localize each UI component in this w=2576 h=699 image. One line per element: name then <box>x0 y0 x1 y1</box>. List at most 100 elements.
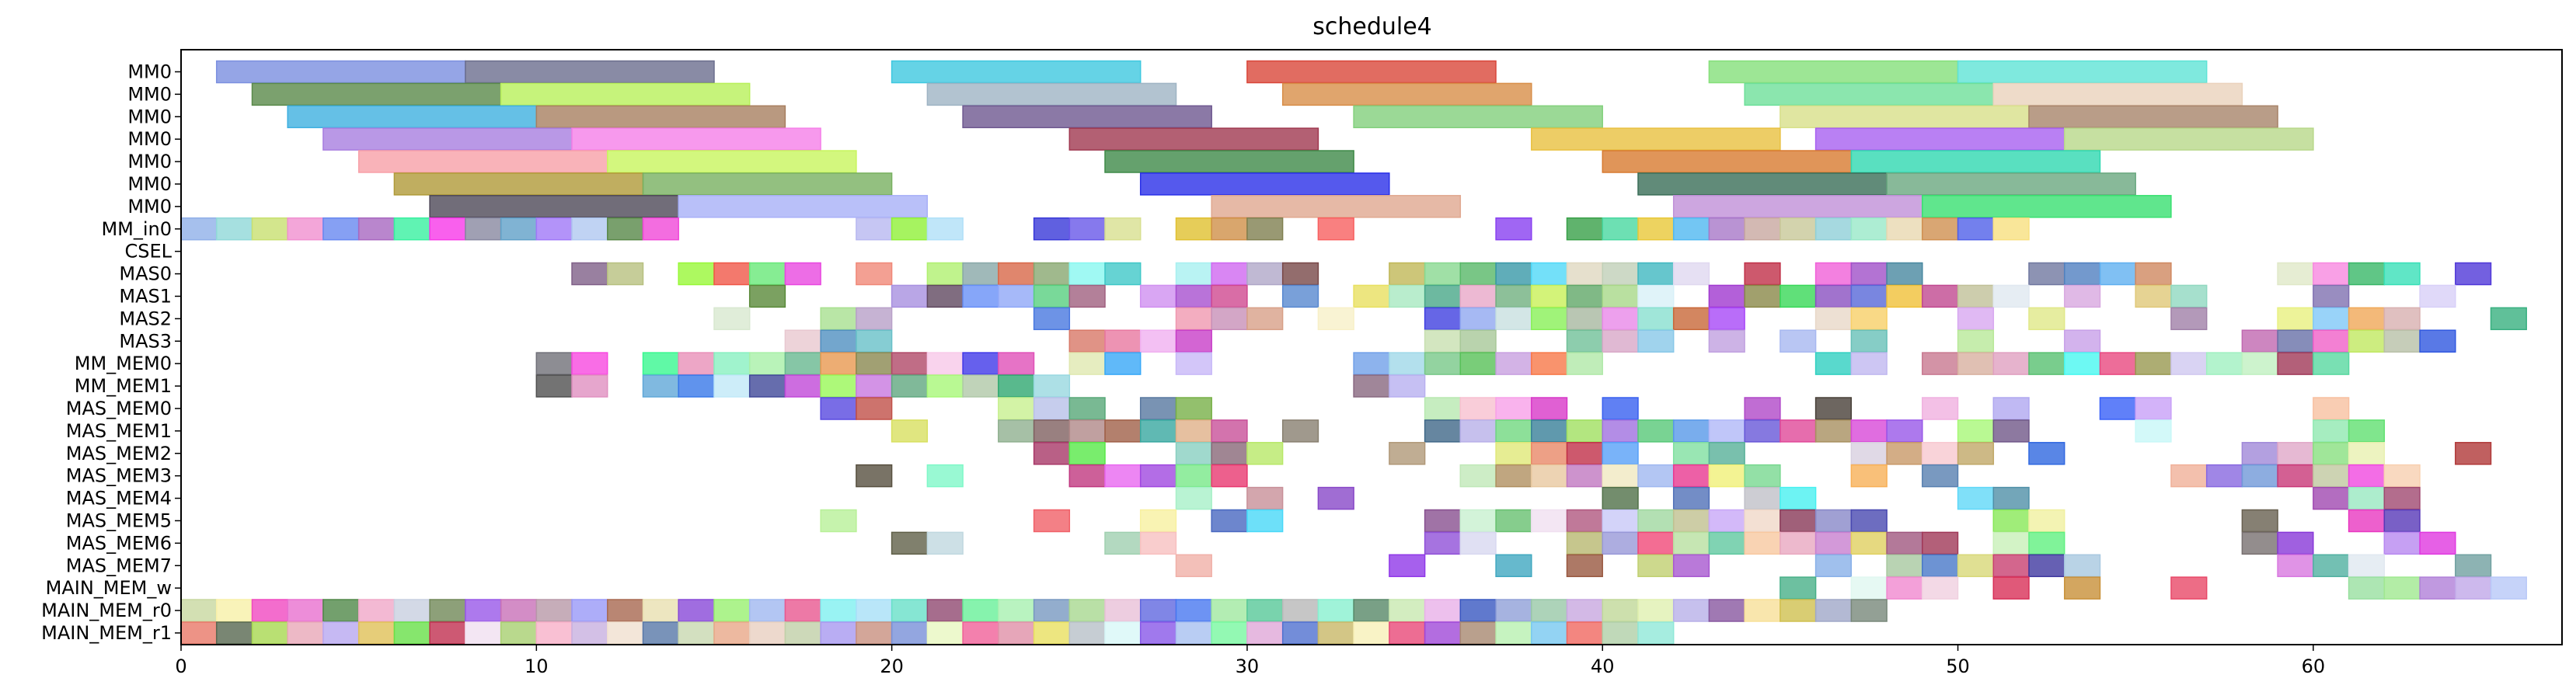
gantt-bar <box>1744 531 1781 555</box>
x-tick-label: 20 <box>880 656 904 677</box>
gantt-bar <box>1850 531 1888 555</box>
gantt-bar <box>607 262 644 286</box>
gantt-bar <box>251 621 288 645</box>
gantt-bar <box>1779 329 1817 353</box>
gantt-bar <box>1068 419 1106 443</box>
gantt-bar <box>2313 352 2350 375</box>
gantt-bar <box>1139 284 1177 308</box>
gantt-bar <box>1459 262 1497 286</box>
gantt-bar <box>856 329 893 353</box>
gantt-bar <box>1602 262 1639 286</box>
gantt-bar <box>1886 531 1923 555</box>
gantt-bar <box>1531 262 1568 286</box>
gantt-bar <box>1992 217 2030 241</box>
gantt-bar <box>535 217 573 241</box>
y-tick-label: MAS_MEM3 <box>66 465 172 487</box>
y-tick-label: MM0 <box>127 151 172 172</box>
gantt-bar <box>1602 150 1853 173</box>
gantt-bar <box>1602 531 1639 555</box>
gantt-bar <box>2135 419 2172 443</box>
gantt-bar <box>1922 352 1959 375</box>
gantt-bar <box>1708 464 1745 488</box>
gantt-bar <box>1531 621 1568 645</box>
y-tick-label: MAS_MEM6 <box>66 532 172 554</box>
gantt-bar <box>1957 419 1995 443</box>
gantt-bar <box>1424 397 1462 420</box>
gantt-bar <box>2170 576 2208 600</box>
gantt-bar <box>1637 307 1675 331</box>
gantt-bar <box>1814 352 1853 375</box>
gantt-bar <box>1602 329 1639 353</box>
gantt-bar <box>926 284 964 308</box>
gantt-bar <box>1886 442 1923 465</box>
gantt-bar <box>2383 464 2421 488</box>
gantt-bar <box>856 599 893 622</box>
gantt-bar <box>2170 307 2208 331</box>
gantt-bar <box>642 352 679 375</box>
gantt-bar <box>1459 509 1497 533</box>
gantt-bar <box>1602 509 1639 533</box>
gantt-bar <box>2313 397 2350 420</box>
gantt-bar <box>2064 127 2314 151</box>
gantt-bar <box>748 352 786 375</box>
gantt-bar <box>1317 621 1354 645</box>
gantt-bar <box>1104 352 1142 375</box>
gantt-bar <box>2455 576 2492 600</box>
gantt-bar <box>748 621 786 645</box>
gantt-bar <box>713 352 751 375</box>
gantt-bar <box>1886 262 1923 286</box>
gantt-bar <box>2028 442 2065 465</box>
y-tick-label: MAIN_MEM_w <box>46 577 172 599</box>
gantt-bar <box>748 262 786 286</box>
gantt-bar <box>1033 397 1071 420</box>
gantt-bar <box>1922 217 1959 241</box>
gantt-bar <box>820 599 857 622</box>
gantt-bar <box>1211 217 1248 241</box>
gantt-bar <box>1389 374 1426 398</box>
gantt-bar <box>1744 262 1781 286</box>
gantt-bar <box>1033 509 1071 533</box>
x-tick-label: 40 <box>1591 656 1615 677</box>
gantt-bar <box>1957 60 2208 84</box>
gantt-bar <box>1495 262 1532 286</box>
gantt-bar <box>856 352 893 375</box>
gantt-bar <box>1424 599 1462 622</box>
gantt-bar <box>1922 195 2172 218</box>
y-tick-label: MM_in0 <box>101 218 172 240</box>
gantt-bar <box>2170 352 2208 375</box>
gantt-bar <box>1779 486 1817 510</box>
gantt-bar <box>678 262 715 286</box>
gantt-bar <box>784 262 821 286</box>
gantt-bar <box>1175 554 1212 578</box>
gantt-bar <box>1637 554 1675 578</box>
gantt-bar <box>1992 509 2030 533</box>
gantt-bar <box>1389 352 1426 375</box>
gantt-bar <box>891 531 929 555</box>
gantt-bar <box>2205 352 2243 375</box>
gantt-bar <box>998 352 1035 375</box>
gantt-bar <box>1424 284 1462 308</box>
gantt-bar <box>1531 509 1568 533</box>
gantt-bar <box>251 82 502 106</box>
y-tick-label: MAS_MEM1 <box>66 420 172 442</box>
gantt-bar <box>1744 509 1781 533</box>
gantt-bar <box>1957 352 1995 375</box>
gantt-bar <box>2277 352 2314 375</box>
gantt-bar <box>1779 599 1817 622</box>
gantt-bar <box>1814 531 1853 555</box>
y-tick-label: MAS_MEM4 <box>66 488 172 509</box>
gantt-bar <box>1531 464 1568 488</box>
gantt-bar <box>1637 262 1675 286</box>
gantt-bar <box>429 195 679 218</box>
gantt-bar <box>2348 329 2386 353</box>
gantt-bar <box>1886 284 1923 308</box>
y-tick-label: MM0 <box>127 106 172 127</box>
gantt-bar <box>1637 284 1675 308</box>
gantt-bar <box>998 397 1035 420</box>
gantt-bar <box>1992 419 2030 443</box>
gantt-bar <box>926 217 964 241</box>
gantt-bar <box>1495 554 1532 578</box>
gantt-bar <box>1637 531 1675 555</box>
gantt-bar <box>1281 621 1319 645</box>
gantt-bar <box>2064 262 2101 286</box>
